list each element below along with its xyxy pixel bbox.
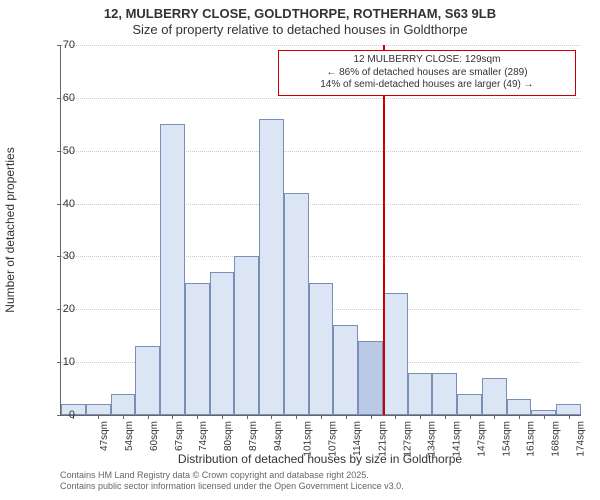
annotation-reference-line: [383, 45, 385, 415]
x-tick-label: 114sqm: [352, 421, 363, 456]
histogram-bar: [111, 394, 136, 415]
histogram-bar: [259, 119, 284, 415]
x-tick-label: 147sqm: [476, 421, 487, 457]
x-tick-label: 74sqm: [198, 421, 209, 451]
histogram-bar: [309, 283, 334, 415]
x-tick-label: 47sqm: [99, 421, 110, 451]
histogram-bar: [457, 394, 482, 415]
histogram-bar: [556, 404, 581, 415]
annotation-line1: 12 MULBERRY CLOSE: 129sqm: [284, 54, 570, 67]
x-tick-label: 67sqm: [174, 421, 185, 451]
y-tick-label: 20: [45, 303, 75, 315]
annotation-line2: ← 86% of detached houses are smaller (28…: [284, 67, 570, 80]
x-tick-mark: [420, 415, 421, 419]
histogram-bar: [333, 325, 358, 415]
y-tick-label: 70: [45, 39, 75, 51]
footer-attribution: Contains HM Land Registry data © Crown c…: [60, 470, 404, 492]
x-tick-label: 141sqm: [452, 421, 463, 457]
footer-line2: Contains public sector information licen…: [60, 481, 404, 492]
x-tick-mark: [445, 415, 446, 419]
y-tick-label: 50: [45, 145, 75, 157]
x-tick-mark: [569, 415, 570, 419]
x-tick-mark: [271, 415, 272, 419]
x-tick-label: 161sqm: [526, 421, 537, 457]
x-tick-label: 134sqm: [427, 421, 438, 457]
histogram-bar: [408, 373, 433, 415]
x-tick-label: 107sqm: [328, 421, 339, 457]
x-tick-label: 80sqm: [223, 421, 234, 451]
annotation-line3: 14% of semi-detached houses are larger (…: [284, 79, 570, 92]
x-tick-label: 121sqm: [377, 421, 388, 457]
annotation-box: 12 MULBERRY CLOSE: 129sqm ← 86% of detac…: [278, 50, 576, 96]
histogram-bar: [383, 293, 408, 415]
x-tick-mark: [371, 415, 372, 419]
histogram-bar: [185, 283, 210, 415]
x-tick-label: 54sqm: [124, 421, 135, 451]
x-tick-label: 101sqm: [303, 421, 314, 457]
y-tick-label: 30: [45, 250, 75, 262]
x-tick-mark: [296, 415, 297, 419]
x-tick-label: 94sqm: [273, 421, 284, 451]
plot-area: 12 MULBERRY CLOSE: 129sqm ← 86% of detac…: [60, 45, 581, 416]
x-tick-mark: [544, 415, 545, 419]
x-tick-label: 87sqm: [248, 421, 259, 451]
x-tick-mark: [98, 415, 99, 419]
y-tick-label: 0: [45, 409, 75, 421]
grid-line: [61, 98, 581, 99]
x-tick-label: 127sqm: [402, 421, 413, 457]
y-axis-label: Number of detached properties: [3, 147, 17, 312]
x-tick-mark: [172, 415, 173, 419]
x-tick-mark: [395, 415, 396, 419]
x-tick-mark: [222, 415, 223, 419]
chart-title-line1: 12, MULBERRY CLOSE, GOLDTHORPE, ROTHERHA…: [0, 6, 600, 21]
x-tick-mark: [470, 415, 471, 419]
x-tick-mark: [519, 415, 520, 419]
x-tick-mark: [494, 415, 495, 419]
grid-line: [61, 204, 581, 205]
histogram-bar: [160, 124, 185, 415]
histogram-bar: [284, 193, 309, 415]
histogram-bar: [135, 346, 160, 415]
histogram-bar: [482, 378, 507, 415]
chart-title-line2: Size of property relative to detached ho…: [0, 22, 600, 37]
histogram-bar: [210, 272, 235, 415]
histogram-bar: [507, 399, 532, 415]
x-tick-label: 174sqm: [575, 421, 586, 457]
x-tick-mark: [346, 415, 347, 419]
histogram-bar: [358, 341, 383, 415]
x-tick-mark: [148, 415, 149, 419]
x-tick-mark: [321, 415, 322, 419]
grid-line: [61, 256, 581, 257]
x-tick-label: 154sqm: [501, 421, 512, 457]
x-tick-label: 60sqm: [149, 421, 160, 451]
x-tick-mark: [197, 415, 198, 419]
x-tick-mark: [123, 415, 124, 419]
y-tick-label: 10: [45, 356, 75, 368]
histogram-bar: [432, 373, 457, 415]
y-tick-label: 60: [45, 92, 75, 104]
histogram-bar: [86, 404, 111, 415]
footer-line1: Contains HM Land Registry data © Crown c…: [60, 470, 404, 481]
histogram-bar: [234, 256, 259, 415]
y-tick-label: 40: [45, 198, 75, 210]
grid-line: [61, 151, 581, 152]
x-tick-mark: [247, 415, 248, 419]
grid-line: [61, 45, 581, 46]
x-tick-label: 168sqm: [551, 421, 562, 457]
